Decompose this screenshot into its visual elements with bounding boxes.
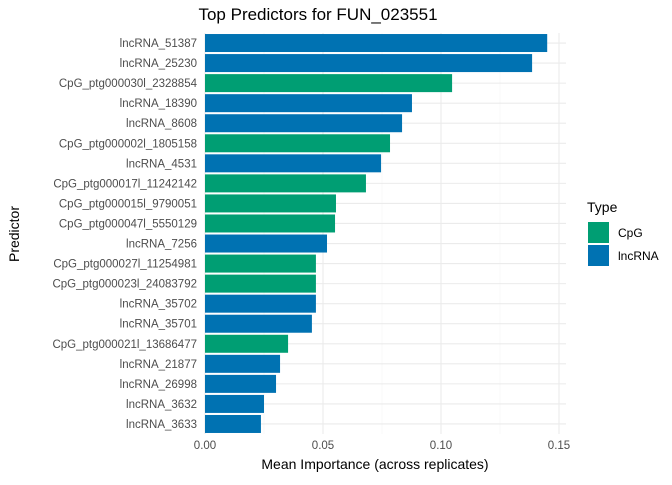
bar: [205, 54, 533, 73]
bar: [205, 154, 382, 173]
bar: [205, 94, 412, 113]
x-tick-label: 0.10: [430, 440, 452, 452]
legend-label: CpG: [618, 226, 643, 240]
y-tick-label: CpG_ptg000015l_9790051: [59, 198, 197, 210]
y-tick-label: CpG_ptg000047l_5550129: [59, 218, 197, 230]
bar: [205, 354, 281, 373]
legend-key: [588, 222, 609, 243]
y-tick-label: CpG_ptg000023l_24083792: [52, 279, 197, 291]
x-axis-label: Mean Importance (across replicates): [261, 456, 488, 472]
y-tick-label: lncRNA_7256: [126, 239, 197, 251]
bar: [205, 134, 391, 153]
bar: [205, 74, 453, 93]
y-tick-label: lncRNA_25230: [120, 58, 197, 70]
bar: [205, 174, 366, 193]
legend-label: lncRNA: [618, 249, 659, 263]
y-tick-label: lncRNA_3632: [126, 399, 197, 411]
legend: Type CpG lncRNA: [587, 199, 659, 266]
y-tick-labels: lncRNA_51387 lncRNA_25230 CpG_ptg000030l_2…: [52, 38, 197, 431]
bars: [205, 34, 548, 433]
y-tick-label: lncRNA_35702: [120, 299, 197, 311]
bar: [205, 194, 336, 213]
x-tick-label: 0.05: [312, 440, 334, 452]
bar: [205, 274, 316, 293]
x-tick-labels: 0.00 0.05 0.10 0.15: [194, 440, 570, 452]
y-tick-label: lncRNA_18390: [120, 98, 197, 110]
bar: [205, 394, 264, 413]
y-tick-label: CpG_ptg000017l_11242142: [53, 178, 197, 190]
bar: [205, 234, 328, 253]
legend-title: Type: [587, 199, 618, 215]
bar: [205, 114, 403, 133]
bar: [205, 314, 312, 333]
bar: [205, 374, 277, 393]
y-tick-label: CpG_ptg000027l_11254981: [53, 259, 197, 271]
y-axis-label: Predictor: [6, 206, 22, 262]
bar: [205, 334, 289, 353]
y-tick-label: lncRNA_8608: [126, 118, 197, 130]
y-tick-label: lncRNA_35701: [120, 319, 197, 331]
x-tick-label: 0.00: [194, 440, 216, 452]
y-tick-label: lncRNA_51387: [120, 38, 197, 50]
legend-key: [588, 245, 609, 266]
y-tick-label: lncRNA_26998: [120, 379, 197, 391]
bar: [205, 414, 261, 433]
y-tick-label: lncRNA_3633: [126, 419, 197, 431]
chart-title: Top Predictors for FUN_023551: [198, 5, 437, 24]
grid: [204, 33, 566, 434]
y-tick-label: lncRNA_21877: [120, 359, 197, 371]
x-tick-label: 0.15: [548, 440, 570, 452]
bar: [205, 34, 548, 53]
y-tick-label: CpG_ptg000002l_1805158: [59, 138, 197, 150]
bar: [205, 254, 316, 273]
y-tick-label: lncRNA_4531: [126, 158, 197, 170]
y-tick-label: CpG_ptg000021l_13686477: [52, 339, 197, 351]
bar: [205, 294, 316, 313]
y-tick-label: CpG_ptg000030l_2328854: [59, 78, 198, 90]
bar: [205, 214, 336, 233]
